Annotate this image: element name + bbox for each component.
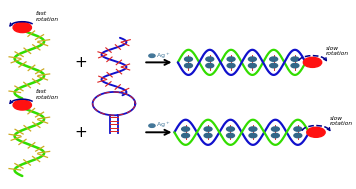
Circle shape xyxy=(248,57,256,61)
Circle shape xyxy=(272,127,279,131)
Circle shape xyxy=(249,133,257,138)
Circle shape xyxy=(291,64,299,68)
Circle shape xyxy=(13,22,31,33)
Circle shape xyxy=(184,57,193,61)
Circle shape xyxy=(248,64,256,68)
Circle shape xyxy=(13,100,31,110)
Text: Ag$^+$: Ag$^+$ xyxy=(156,51,171,60)
Circle shape xyxy=(307,127,325,137)
Circle shape xyxy=(184,64,193,68)
Circle shape xyxy=(226,133,235,138)
Circle shape xyxy=(226,127,235,131)
Text: +: + xyxy=(75,125,88,140)
Circle shape xyxy=(182,133,189,138)
Circle shape xyxy=(249,127,257,131)
Circle shape xyxy=(204,127,212,131)
Circle shape xyxy=(291,57,299,61)
Circle shape xyxy=(270,64,278,68)
Circle shape xyxy=(303,57,322,67)
Circle shape xyxy=(272,133,279,138)
Circle shape xyxy=(206,64,214,68)
Text: fast
rotation: fast rotation xyxy=(35,89,58,100)
Circle shape xyxy=(227,57,235,61)
Circle shape xyxy=(270,57,278,61)
Text: slow
rotation: slow rotation xyxy=(330,116,353,126)
Text: fast
rotation: fast rotation xyxy=(35,11,58,22)
Circle shape xyxy=(227,64,235,68)
Circle shape xyxy=(294,127,302,131)
Circle shape xyxy=(206,57,214,61)
Circle shape xyxy=(182,127,189,131)
Circle shape xyxy=(294,133,302,138)
Text: +: + xyxy=(75,55,88,70)
Circle shape xyxy=(149,54,155,57)
Circle shape xyxy=(204,133,212,138)
Circle shape xyxy=(149,124,155,127)
Text: slow
rotation: slow rotation xyxy=(326,46,350,57)
Text: Ag$^+$: Ag$^+$ xyxy=(156,121,171,130)
